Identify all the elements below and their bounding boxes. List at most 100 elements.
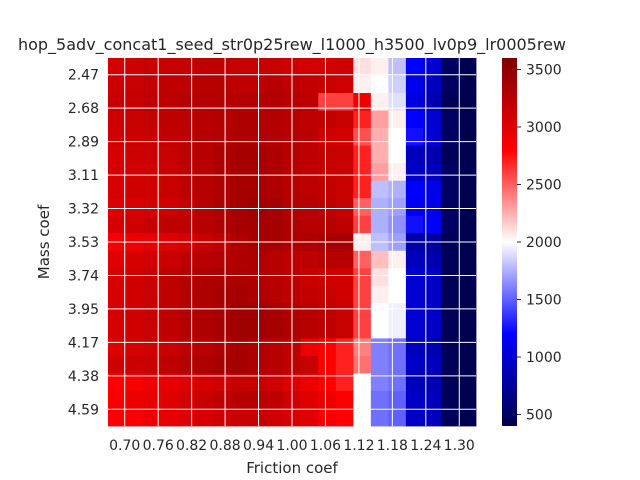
heatmap-cell bbox=[370, 93, 389, 111]
heatmap-cell bbox=[195, 338, 214, 357]
heatmap-cell bbox=[160, 355, 179, 374]
heatmap-cell bbox=[318, 128, 337, 147]
heatmap-cell bbox=[265, 75, 284, 94]
heatmap-cell bbox=[265, 390, 284, 409]
heatmap-cell bbox=[213, 303, 232, 322]
heatmap-cell bbox=[265, 408, 284, 427]
heatmap-cell bbox=[388, 355, 407, 374]
heatmap-cell bbox=[143, 163, 161, 182]
heatmap-cell bbox=[388, 128, 407, 147]
heatmap-cell bbox=[458, 145, 477, 164]
heatmap-cell bbox=[423, 198, 442, 217]
heatmap-cell bbox=[143, 215, 161, 234]
heatmap-cell bbox=[388, 408, 407, 427]
heatmap-cell bbox=[335, 93, 354, 111]
heatmap-cell bbox=[318, 110, 337, 129]
colorbar-tick-label: 2000 bbox=[526, 235, 562, 251]
heatmap-cell bbox=[405, 198, 424, 217]
heatmap-cell bbox=[405, 355, 424, 374]
heatmap-cell bbox=[423, 75, 442, 94]
heatmap-cell bbox=[160, 268, 179, 287]
heatmap-cell bbox=[160, 180, 179, 199]
heatmap-cell bbox=[265, 250, 284, 269]
x-axis-ticks: 0.70 0.76 0.82 0.88 0.94 1.00 1.06 1.12 1.18 1.24… bbox=[109, 438, 475, 454]
heatmap-cell bbox=[125, 198, 144, 217]
heatmap-cell bbox=[318, 320, 337, 339]
heatmap-cell bbox=[335, 355, 354, 374]
heatmap-cell bbox=[195, 268, 214, 287]
heatmap-cell bbox=[370, 355, 389, 374]
heatmap-cell bbox=[388, 163, 407, 182]
heatmap-cell bbox=[195, 250, 214, 269]
heatmap-cell bbox=[195, 180, 214, 199]
heatmap-cell bbox=[300, 128, 319, 147]
heatmap-cell bbox=[248, 58, 267, 76]
heatmap-cell bbox=[300, 268, 319, 287]
y-tick-label: 2.68 bbox=[68, 101, 99, 117]
heatmap-cell bbox=[353, 355, 372, 374]
heatmap-cell bbox=[300, 250, 319, 269]
heatmap-cell bbox=[458, 303, 477, 322]
heatmap-cell bbox=[440, 145, 459, 164]
heatmap-cell bbox=[213, 180, 232, 199]
heatmap-cell bbox=[423, 93, 442, 111]
heatmap-cell bbox=[248, 110, 267, 129]
heatmap-cell bbox=[178, 268, 197, 287]
x-tick-label: 1.12 bbox=[343, 438, 374, 454]
heatmap-cell bbox=[388, 390, 407, 409]
heatmap-cell bbox=[335, 303, 354, 322]
heatmap-cell bbox=[265, 355, 284, 374]
heatmap-cell bbox=[265, 215, 284, 234]
heatmap-cell bbox=[125, 373, 144, 392]
heatmap-cell bbox=[160, 390, 179, 409]
y-tick-label: 2.47 bbox=[68, 68, 99, 84]
heatmap-cell bbox=[125, 268, 144, 287]
heatmap-cell bbox=[300, 338, 319, 357]
x-tick-label: 0.94 bbox=[243, 438, 274, 454]
heatmap-cell bbox=[300, 58, 319, 76]
heatmap-cell bbox=[108, 180, 126, 199]
heatmap-cell bbox=[353, 215, 372, 234]
heatmap-cell bbox=[423, 285, 442, 304]
heatmap-cell bbox=[143, 373, 161, 392]
heatmap-cell bbox=[265, 93, 284, 111]
heatmap-cell bbox=[248, 163, 267, 182]
heatmap-cell bbox=[335, 128, 354, 147]
heatmap-cell bbox=[195, 93, 214, 111]
heatmap-cell bbox=[405, 390, 424, 409]
heatmap-cell bbox=[458, 320, 477, 339]
y-axis-label: Mass coef bbox=[35, 204, 53, 279]
heatmap-cell bbox=[405, 145, 424, 164]
heatmap-cell bbox=[300, 198, 319, 217]
heatmap-cell bbox=[248, 338, 267, 357]
heatmap-cell bbox=[143, 145, 161, 164]
x-axis-label: Friction coef bbox=[246, 459, 338, 477]
heatmap-cell bbox=[108, 390, 126, 409]
heatmap-cell bbox=[388, 110, 407, 129]
heatmap-cell bbox=[213, 110, 232, 129]
heatmap-cell bbox=[405, 338, 424, 357]
heatmap-cell bbox=[353, 338, 372, 357]
heatmap-cell bbox=[335, 163, 354, 182]
heatmap-cell bbox=[108, 408, 126, 427]
heatmap-cell bbox=[318, 338, 337, 357]
heatmap-cell bbox=[370, 198, 389, 217]
heatmap-cell bbox=[353, 110, 372, 129]
heatmap-cell bbox=[423, 408, 442, 427]
heatmap-cell bbox=[108, 145, 126, 164]
heatmap-cell bbox=[440, 93, 459, 111]
heatmap-cell bbox=[458, 285, 477, 304]
heatmap-cell bbox=[265, 110, 284, 129]
heatmap-cell bbox=[370, 145, 389, 164]
heatmap-cell bbox=[143, 320, 161, 339]
heatmap-cell bbox=[108, 58, 126, 76]
heatmap-cell bbox=[108, 373, 126, 392]
heatmap-cell bbox=[405, 180, 424, 199]
heatmap-cell bbox=[125, 215, 144, 234]
heatmap-cell bbox=[300, 373, 319, 392]
heatmap-cell bbox=[423, 215, 442, 234]
heatmap-cell bbox=[335, 75, 354, 94]
heatmap-cell bbox=[440, 75, 459, 94]
heatmap-cell bbox=[248, 408, 267, 427]
heatmap-cell bbox=[388, 320, 407, 339]
